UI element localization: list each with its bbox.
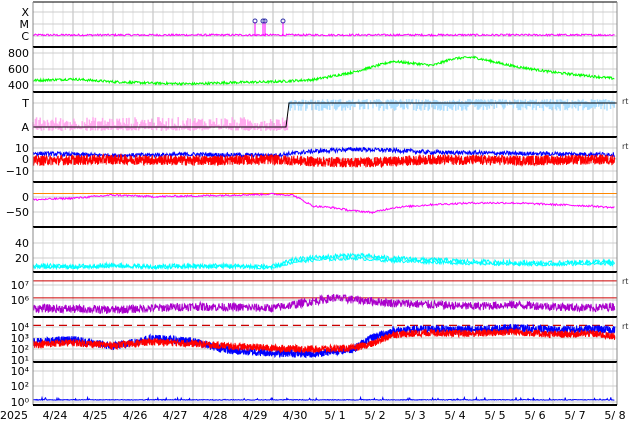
date-label: 5/ 4 — [444, 409, 465, 422]
panel-right-label: rt — [622, 97, 628, 106]
date-label: 4/29 — [243, 409, 268, 422]
y-tick-label: −50 — [6, 206, 29, 219]
frame-layer — [32, 1, 618, 406]
y-tick-label: T — [21, 97, 29, 110]
y-tick-label: X — [21, 6, 29, 19]
y-tick-label: 10⁰ — [11, 396, 30, 409]
date-label: 5/ 8 — [604, 409, 625, 422]
y-tick-label: 10⁶ — [11, 294, 30, 307]
high-energy-proton-line — [33, 395, 615, 402]
y-tick-label: 10⁴ — [11, 321, 30, 334]
y-tick-label: 10² — [11, 380, 29, 393]
y-tick-label: 10 — [15, 142, 29, 155]
date-label: 4/24 — [43, 409, 68, 422]
panel-right-label: rt — [622, 142, 628, 151]
panel-right-label: rt — [622, 277, 628, 286]
date-label: 4/27 — [163, 409, 188, 422]
panel-right-label: rt — [622, 322, 628, 331]
y-tick-label: 800 — [8, 47, 29, 60]
date-label: 5/ 1 — [324, 409, 345, 422]
y-tick-label: 600 — [8, 63, 29, 76]
year-label: 2025 — [0, 409, 28, 422]
proton-flux-blue-line — [32, 323, 616, 359]
date-label: 5/ 6 — [524, 409, 545, 422]
y-tick-label: 10³ — [11, 332, 29, 345]
y-tick-label: 400 — [8, 79, 29, 92]
date-label: 4/26 — [123, 409, 148, 422]
y-tick-label: 40 — [15, 237, 29, 250]
flare-marker — [280, 18, 286, 24]
y-tick-label: A — [21, 121, 29, 134]
y-tick-label: 10⁴ — [11, 365, 30, 378]
y-tick-label: 10² — [11, 343, 29, 356]
date-label: 4/28 — [203, 409, 228, 422]
date-label: 4/25 — [83, 409, 108, 422]
dst-line — [32, 192, 615, 215]
date-label: 4/30 — [283, 409, 308, 422]
y-tick-label: M — [20, 18, 30, 31]
label-layer: 2025 4/24 4/25 4/26 4/27 4/28 4/29 4/30 5/ 1 5/ 2… — [0, 6, 628, 422]
y-tick-label: −10 — [6, 165, 29, 178]
xray-flux-line — [32, 32, 615, 38]
flare-marker — [252, 18, 258, 24]
y-tick-label: 10¹ — [11, 354, 29, 367]
electron-flux-line — [32, 293, 616, 315]
date-label: 5/ 3 — [404, 409, 425, 422]
y-tick-label: 20 — [15, 252, 29, 265]
y-tick-label: 0 — [22, 191, 29, 204]
date-label: 5/ 5 — [484, 409, 505, 422]
solar-wind-speed-line — [32, 55, 615, 87]
y-tick-label: C — [21, 30, 29, 43]
date-label: 5/ 7 — [564, 409, 585, 422]
series-layer — [32, 18, 617, 402]
kp-line-2 — [32, 255, 615, 271]
imf-sector-line — [33, 102, 617, 128]
flare-marker — [262, 18, 268, 24]
imf-bz-line — [32, 152, 616, 169]
flare-marker — [260, 18, 266, 24]
y-tick-label: 0 — [22, 153, 29, 166]
proton-flux-red-line — [32, 327, 616, 354]
y-tick-label: 10⁷ — [11, 279, 29, 292]
date-label: 5/ 2 — [364, 409, 385, 422]
